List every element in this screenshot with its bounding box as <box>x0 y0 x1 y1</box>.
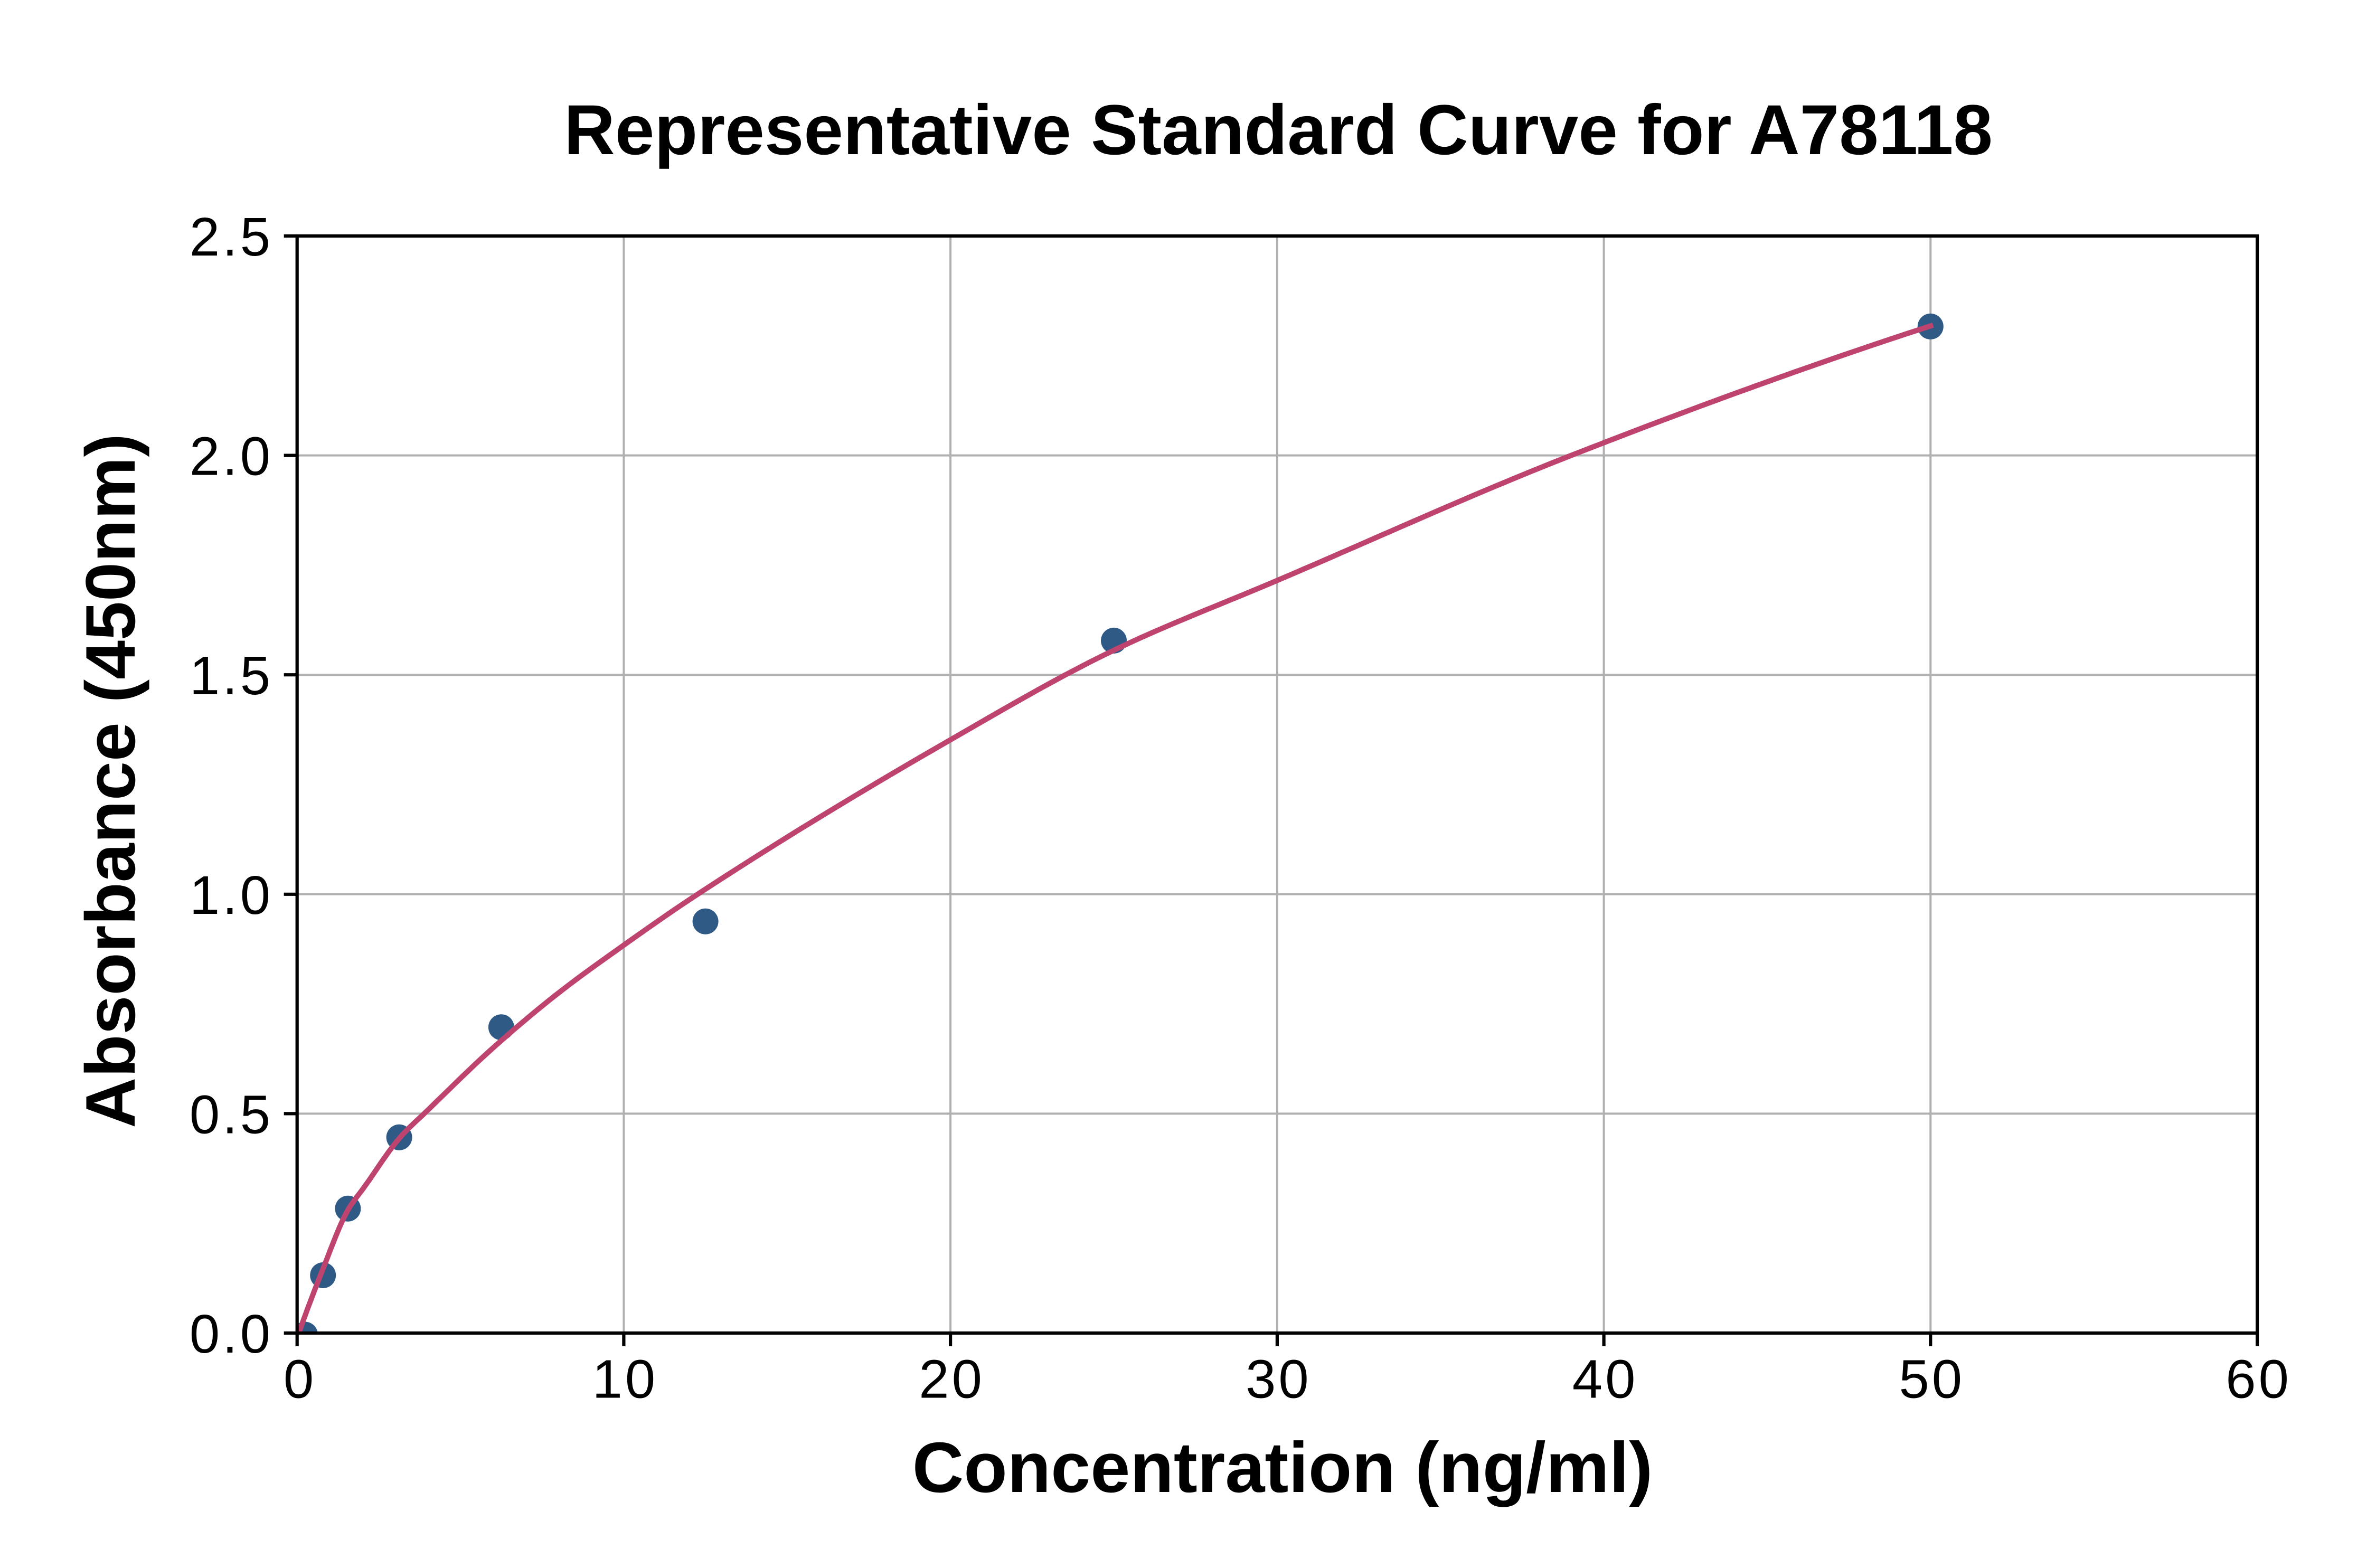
svg-text:0.0: 0.0 <box>190 1303 273 1364</box>
svg-text:1.0: 1.0 <box>190 865 273 925</box>
svg-text:60: 60 <box>2226 1349 2292 1410</box>
svg-text:Absorbance (450nm): Absorbance (450nm) <box>72 433 150 1128</box>
svg-text:40: 40 <box>1572 1349 1638 1410</box>
svg-text:50: 50 <box>1899 1349 1965 1410</box>
svg-text:30: 30 <box>1246 1349 1312 1410</box>
svg-text:1.5: 1.5 <box>190 645 273 706</box>
svg-text:0: 0 <box>284 1349 316 1410</box>
svg-text:20: 20 <box>919 1349 985 1410</box>
svg-text:Concentration (ng/ml): Concentration (ng/ml) <box>912 1428 1653 1507</box>
svg-text:Representative Standard Curve: Representative Standard Curve for A78118 <box>564 91 1993 169</box>
svg-text:2.0: 2.0 <box>190 426 273 487</box>
svg-text:0.5: 0.5 <box>190 1084 273 1145</box>
svg-text:2.5: 2.5 <box>190 206 273 267</box>
svg-text:10: 10 <box>592 1349 658 1410</box>
